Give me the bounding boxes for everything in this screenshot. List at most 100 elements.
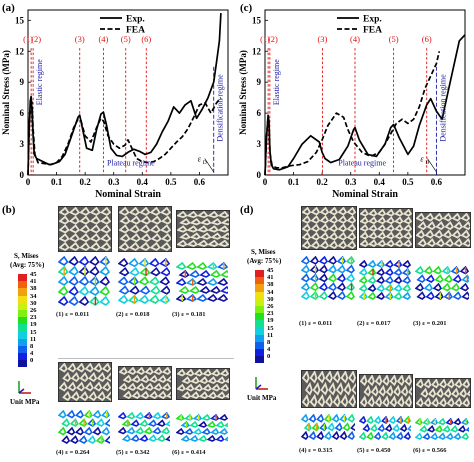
legend-title: S, Mises [251,248,276,256]
colorbar-swatch [255,277,264,285]
colorbar-swatch [18,295,27,303]
stress-strain-chart-a: 0 3 6 9 12 15 0 0.1 0.2 0.3 0.4 0.5 0.6 Nominal Strai… [1,9,229,200]
eps-d-subscript: D [425,160,429,166]
y-tick-label: 6 [257,108,262,118]
series-line-fea [264,51,441,176]
colorbar-swatch [18,360,27,368]
strain-caption: (1) ε = 0.011 [299,320,333,327]
fea-contour-image [176,262,228,302]
colorbar-level: 0 [267,353,271,361]
colorbar-level: 8 [267,339,271,346]
colorbar-swatch [18,345,27,354]
unit-label: Unit MPa [247,394,277,402]
colorbar-swatch [255,313,264,321]
y-tick-label: 15 [15,15,25,25]
y-tick-label: 3 [20,139,25,149]
stress-strain-chart-c: 0 3 6 9 12 15 0 0.1 0.2 0.3 0.4 0.5 0.6 Nominal Strai… [238,9,466,200]
colorbar-level: 30 [30,299,37,307]
strain-marker-label: (4) [98,34,108,44]
legend-title: S, Mises [14,252,39,260]
axis-triad-icon [253,374,271,392]
strain-marker-label: (2) [31,34,41,44]
colorbar-level: 15 [30,328,37,336]
strain-marker-label: (6) [422,34,432,44]
specimen-photo [415,378,471,408]
colorbar-level: 30 [267,295,274,303]
specimen-photo [359,374,413,408]
x-tick-label: 0.4 [137,177,149,187]
panel-label-b: (b) [2,204,16,216]
eps-d-pointer [427,158,437,173]
y-tick-label: 0 [257,170,262,180]
y-tick-label: 15 [252,15,262,25]
colorbar-swatch [255,349,264,357]
colorbar-swatch [255,356,264,364]
fea-contour-image [58,410,110,444]
strain-caption: (5) ε = 0.450 [357,447,391,454]
fea-contour-image [58,256,110,306]
colorbar-swatch [18,288,27,296]
series-line-exp [264,34,466,176]
x-tick-label: 0.2 [80,177,92,187]
colorbar-level: 15 [267,324,274,332]
strain-marker-label: (1) [260,34,270,44]
colorbar-swatch [255,305,264,314]
x-tick-label: 0.5 [165,177,177,187]
specimen-photo [301,206,357,250]
panel-label-c: (c) [240,2,253,14]
colorbar-swatch [255,327,264,335]
series-line-exp [27,13,222,176]
colorbar-swatch [255,341,264,350]
strain-marker-label: (2) [268,34,278,44]
strain-marker-label: (6) [141,34,151,44]
eps-d-symbol: ε [198,155,202,164]
fea-contour-image [118,412,170,442]
colorbar-level: 41 [267,274,274,282]
specimen-photo [301,370,357,408]
x-tick-label: 0.6 [431,177,443,187]
colorbar-level: 19 [267,317,274,325]
colorbar-swatch [18,353,27,361]
colorbar-level: 38 [30,285,37,293]
x-axis-label: Nominal Strain [95,189,161,200]
colorbar-swatch [255,334,264,342]
colorbar-swatch [255,270,264,278]
colorbar-level: 26 [30,307,37,314]
axis-triad-icon [16,378,34,396]
colorbar-swatch [255,284,264,292]
legend-label: Exp. [126,15,145,25]
colorbar-level: 8 [30,343,34,350]
strain-marker-label: (5) [389,34,399,44]
strain-caption: (1) ε = 0.011 [56,311,90,318]
deformation-panel-d: S, Mises (Avg: 75%) 45 41 38 34 30 26 23 19 15 11 8 4… [237,200,474,462]
x-axis-label: Nominal Strain [332,189,398,200]
x-tick-label: 0.4 [374,177,386,187]
x-tick-label: 0.3 [108,177,120,187]
colorbar-level: 23 [267,310,274,318]
legend-subtitle: (Avg: 75%) [247,257,282,265]
colorbar-swatch [18,281,27,289]
plot-frame [264,9,466,176]
specimen-photo [118,366,172,400]
y-tick-label: 3 [257,139,262,149]
colorbar-swatch [18,338,27,346]
strain-marker-label: (1) [23,34,33,44]
specimen-photo [58,362,112,402]
colorbar-level: 0 [30,357,34,365]
colorbar-level: 19 [30,321,37,329]
strain-caption: (5) ε = 0.342 [116,449,150,456]
colorbar-swatch [18,324,27,332]
panel-label-d: (d) [240,204,254,216]
colorbar-swatch [18,274,27,282]
plot-frame [27,9,229,176]
colorbar-swatch [18,331,27,339]
strain-marker-label: (5) [121,34,131,44]
x-tick-label: 0.2 [317,177,329,187]
panel-label-a: (a) [2,2,15,14]
fea-contour-image [118,258,170,304]
y-tick-label: 12 [15,46,25,56]
strain-caption: (6) ε = 0.414 [172,449,206,456]
y-tick-label: 9 [257,77,262,87]
series-line-fea [27,97,222,176]
strain-caption: (2) ε = 0.018 [116,311,150,318]
